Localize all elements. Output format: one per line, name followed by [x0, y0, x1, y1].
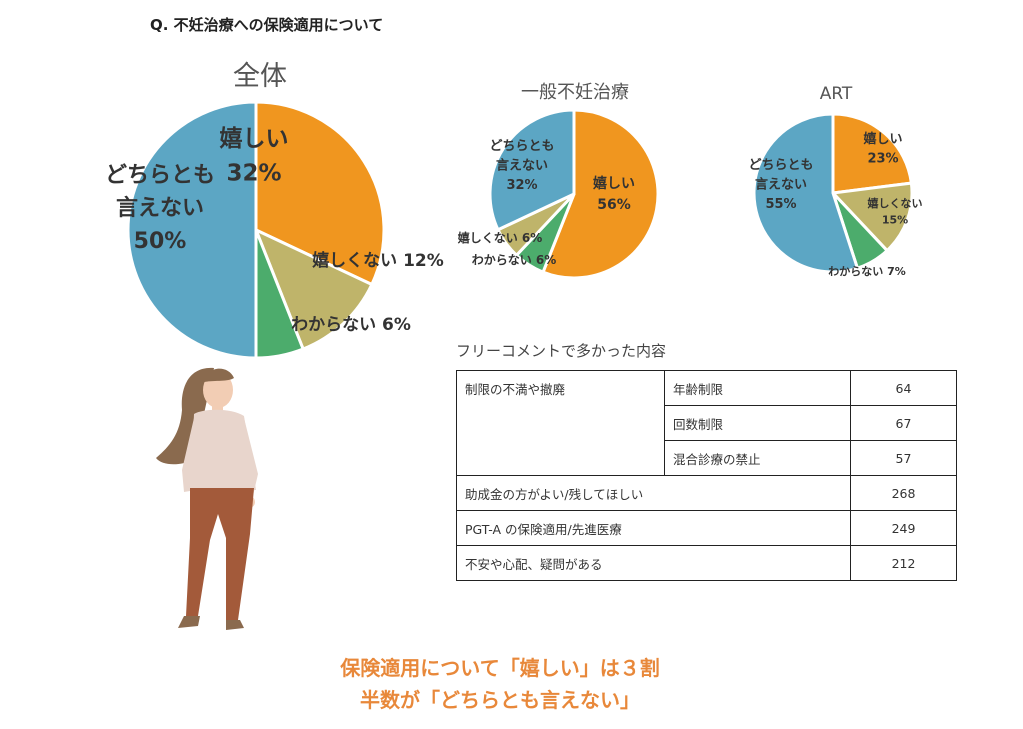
table-cell-count: 212	[850, 545, 957, 581]
question-title: Q. 不妊治療への保険適用について	[150, 16, 384, 34]
conclusion-line-1: 保険適用について「嬉しい」は３割	[340, 656, 660, 680]
pie-data-label-happy: 嬉しい 56%	[593, 175, 635, 213]
table-row: 不安や心配、疑問がある 212	[456, 545, 957, 581]
table-row: 混合診療の禁止 57	[457, 440, 957, 476]
pie-title-general: 一般不妊治療	[521, 82, 629, 103]
table-cell-topic: 不安や心配、疑問がある	[456, 545, 851, 581]
table-cell-count: 64	[850, 370, 957, 406]
pie-slice-happy	[541, 108, 660, 280]
comments-table: 制限の不満や撤廃 年齢制限 64 回数制限 67 混合診療の禁止 57 助成金の…	[456, 370, 957, 581]
table-cell-topic: PGT-A の保険適用/先進医療	[456, 510, 851, 546]
table-cell-sub: 年齢制限	[664, 370, 851, 406]
pie-data-label-unknown: わからない 6%	[472, 253, 557, 267]
pie-data-label-not-happy: 嬉しくない 12%	[311, 250, 444, 271]
pie-data-label-neither: どちらとも言えない 32%	[489, 139, 554, 193]
table-cell-topic: 助成金の方がよい/残してほしい	[456, 475, 851, 511]
table-cell-sub: 回数制限	[664, 405, 851, 441]
table-row: 回数制限 67	[457, 405, 957, 441]
pie-data-label-unknown: わからない 7%	[828, 265, 906, 278]
pie-slice-neither	[488, 108, 576, 232]
woman-illustration	[156, 367, 258, 630]
table-cell-topic: 制限の不満や撤廃	[456, 370, 665, 476]
pie-slice-neither	[126, 100, 258, 360]
pie-data-label-not-happy: 嬉しくない 15%	[867, 196, 923, 227]
conclusion-line-2: 半数が「どちらとも言えない」	[360, 688, 640, 712]
table-cell-count: 268	[850, 475, 957, 511]
pie-chart-art: 嬉しい 23% 嬉しくない 15% わからない 7% どちらとも言えない 55%	[748, 112, 923, 278]
table-row: PGT-A の保険適用/先進医療 249	[456, 510, 957, 546]
pie-slice-happy	[831, 112, 914, 195]
pie-chart-overall: 嬉しい 32% 嬉しくない 12% わからない 6% どちらとも言えない 50%	[105, 100, 444, 360]
table-row: 助成金の方がよい/残してほしい 268	[456, 475, 957, 511]
pie-data-label-not-happy: 嬉しくない 6%	[458, 230, 543, 245]
table-cell-count: 67	[850, 405, 957, 441]
pie-data-label-neither: どちらとも言えない 50%	[105, 163, 215, 254]
table-cell-sub: 混合診療の禁止	[664, 440, 851, 476]
pie-data-label-happy: 嬉しい 23%	[863, 131, 902, 167]
pie-chart-general: 嬉しい 56% わからない 6% 嬉しくない 6% どちらとも言えない 32%	[458, 108, 660, 280]
pie-data-label-neither: どちらとも言えない 55%	[748, 158, 813, 212]
table-cell-count: 249	[850, 510, 957, 546]
pie-slice-not-happy	[829, 181, 914, 253]
pie-slice-happy	[254, 100, 386, 287]
pie-title-overall: 全体	[233, 61, 287, 92]
table-row: 制限の不満や撤廃 年齢制限 64	[456, 370, 957, 476]
table-cell-count: 57	[850, 440, 957, 476]
pie-slice-neither	[752, 112, 860, 274]
pie-title-art: ART	[819, 84, 853, 104]
pie-data-label-happy: 嬉しい 32%	[220, 126, 289, 187]
pie-data-label-unknown: わからない 6%	[291, 315, 411, 335]
table-title: フリーコメントで多かった内容	[456, 342, 667, 360]
pie-slice-not-happy	[253, 227, 374, 351]
